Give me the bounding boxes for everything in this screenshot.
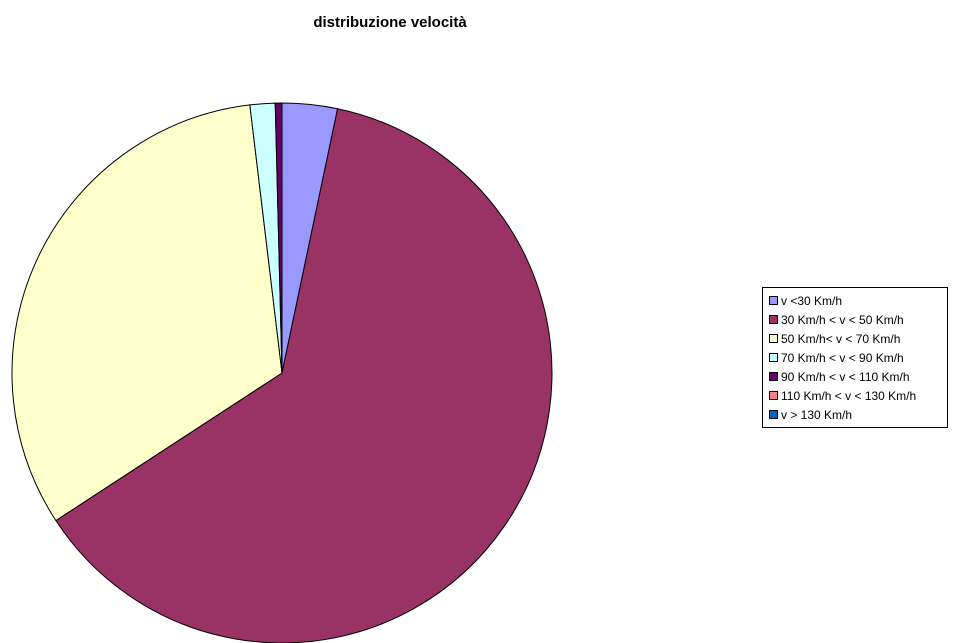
legend-item-2: 50 Km/h< v < 70 Km/h [769,329,947,348]
legend-label-5: 110 Km/h < v < 130 Km/h [781,388,917,403]
legend-item-0: v <30 Km/h [769,291,947,310]
legend-swatch-3 [769,353,778,362]
legend-swatch-5 [769,391,778,400]
legend-swatch-4 [769,372,778,381]
legend-label-0: v <30 Km/h [781,293,843,308]
legend-item-1: 30 Km/h < v < 50 Km/h [769,310,947,329]
legend-item-3: 70 Km/h < v < 90 Km/h [769,348,947,367]
legend-label-6: v > 130 Km/h [781,407,853,422]
chart-title: distribuzione velocità [313,14,467,31]
legend-swatch-6 [769,410,778,419]
legend-item-4: 90 Km/h < v < 110 Km/h [769,367,947,386]
legend-label-4: 90 Km/h < v < 110 Km/h [781,369,910,384]
legend-item-5: 110 Km/h < v < 130 Km/h [769,386,947,405]
pie-slice-1 [55,108,553,643]
legend-item-6: v > 130 Km/h [769,405,947,424]
legend-label-3: 70 Km/h < v < 90 Km/h [781,350,904,365]
pie-slice-2 [11,104,283,522]
pie-slices [11,102,553,643]
legend-label-2: 50 Km/h< v < 70 Km/h [781,331,901,346]
legend-swatch-1 [769,315,778,324]
legend-swatch-0 [769,296,778,305]
legend-swatch-2 [769,334,778,343]
legend-label-1: 30 Km/h < v < 50 Km/h [781,312,904,327]
chart-legend: v <30 Km/h 30 Km/h < v < 50 Km/h 50 Km/h< … [762,287,948,428]
pie-slice-4 [274,102,283,374]
